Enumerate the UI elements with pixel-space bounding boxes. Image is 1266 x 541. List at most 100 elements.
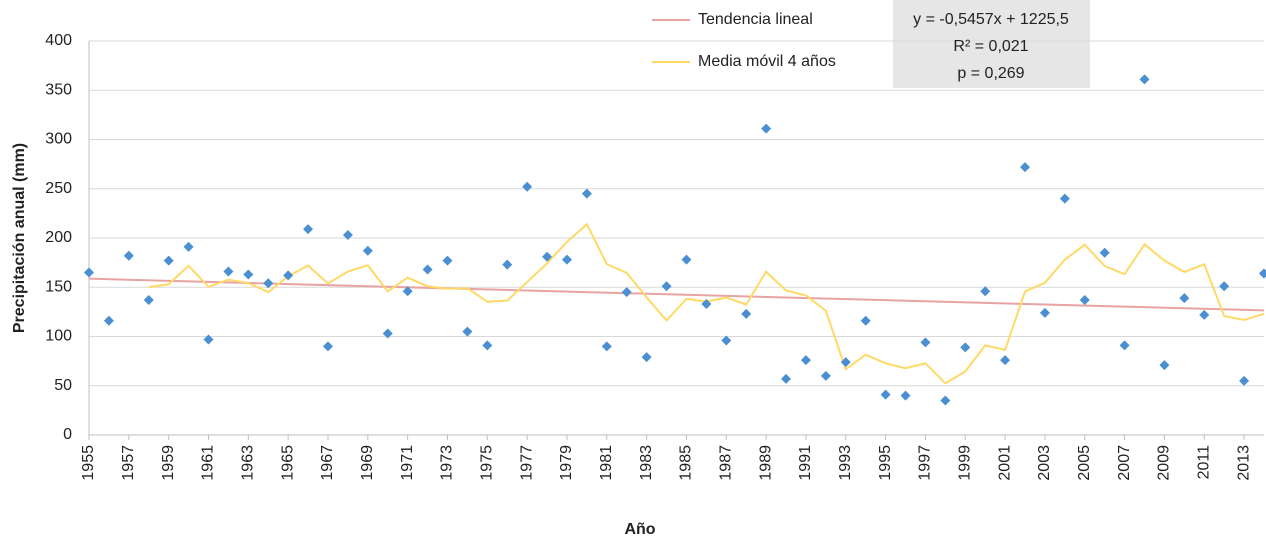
point	[1079, 295, 1090, 306]
x-tick-label: 1997	[917, 445, 934, 481]
x-tick-label: 1969	[359, 445, 376, 481]
annotation: p = 0,269	[957, 65, 1024, 82]
x-tick-label: 1973	[439, 445, 456, 481]
x-tick-label: 1985	[678, 445, 695, 481]
x-tick-label: 1959	[160, 445, 177, 481]
y-tick-label: 0	[63, 426, 72, 443]
x-axis-title: Año	[624, 521, 655, 538]
point	[362, 245, 373, 256]
annotation: R² = 0,021	[953, 38, 1028, 55]
x-tick-label: 1991	[797, 445, 814, 481]
y-tick-label: 400	[45, 32, 72, 49]
y-tick-label: 150	[45, 278, 72, 295]
legend-box	[643, 0, 883, 88]
annotation: y = -0,5457x + 1225,5	[913, 11, 1069, 28]
x-tick-label: 1967	[319, 445, 336, 481]
x-tick-label: 1971	[399, 445, 416, 481]
x-tick-label: 2005	[1076, 445, 1093, 481]
point	[1039, 307, 1050, 318]
point	[243, 269, 254, 280]
point	[283, 270, 294, 281]
point	[482, 340, 493, 351]
point	[522, 181, 533, 192]
point	[781, 373, 792, 384]
point	[183, 241, 194, 252]
point	[1119, 340, 1130, 351]
point	[263, 278, 274, 289]
point	[422, 264, 433, 275]
x-tick-label: 1957	[120, 445, 137, 481]
point	[840, 357, 851, 368]
point	[1199, 309, 1210, 320]
point	[1239, 375, 1250, 386]
point	[1099, 247, 1110, 258]
y-tick-label: 350	[45, 81, 72, 98]
point	[84, 267, 94, 278]
x-tick-label: 1981	[598, 445, 615, 481]
x-tick-label: 1961	[200, 445, 217, 481]
x-tick-label: 1963	[240, 445, 257, 481]
point	[621, 287, 632, 298]
x-tick-label: 1983	[638, 445, 655, 481]
point	[103, 315, 114, 326]
point	[502, 259, 513, 270]
x-tick-label: 2001	[996, 445, 1013, 481]
point	[1179, 293, 1190, 304]
y-axis-title: Precipitación anual (mm)	[11, 143, 28, 333]
x-tick-label: 1995	[877, 445, 894, 481]
y-tick-label: 100	[45, 328, 72, 345]
point	[163, 255, 174, 266]
x-tick-label: 2007	[1116, 445, 1133, 481]
x-tick-label: 1965	[279, 445, 296, 481]
point	[143, 295, 154, 306]
series-line	[88, 277, 1265, 312]
point	[1020, 162, 1031, 173]
x-tick-label: 1977	[518, 445, 535, 481]
y-tick-label: 200	[45, 229, 72, 246]
legend-label: Media móvil 4 años	[698, 53, 836, 70]
point	[860, 315, 871, 326]
point	[382, 328, 393, 339]
x-tick-label: 1993	[837, 445, 854, 481]
point	[960, 342, 971, 353]
point	[123, 250, 134, 261]
point	[1159, 360, 1170, 371]
point	[1059, 193, 1070, 204]
point	[303, 224, 314, 235]
x-tick-label: 1987	[718, 445, 735, 481]
point	[203, 334, 214, 345]
x-tick-label: 2013	[1235, 445, 1252, 481]
point	[442, 255, 453, 266]
point	[641, 352, 652, 363]
point	[661, 281, 672, 292]
point	[322, 341, 333, 352]
point	[721, 335, 732, 346]
point	[581, 188, 592, 199]
annotation-box	[893, 0, 1090, 88]
x-tick-label: 1979	[558, 445, 575, 481]
point	[601, 341, 612, 352]
point	[1259, 268, 1266, 279]
x-tick-label: 1999	[956, 445, 973, 481]
point	[980, 286, 991, 297]
point	[681, 254, 692, 265]
point	[342, 230, 353, 241]
x-tick-label: 2003	[1036, 445, 1053, 481]
point	[900, 390, 911, 401]
point	[1139, 74, 1150, 85]
x-tick-label: 1975	[479, 445, 496, 481]
legend-label: Tendencia lineal	[698, 11, 813, 28]
y-tick-label: 300	[45, 131, 72, 148]
x-tick-label: 1955	[80, 445, 97, 481]
point	[701, 298, 712, 309]
point	[761, 123, 772, 134]
point	[800, 355, 811, 366]
point	[880, 389, 891, 400]
point	[820, 370, 831, 381]
point	[402, 286, 413, 297]
point	[462, 326, 473, 337]
point	[741, 308, 752, 319]
y-tick-label: 250	[45, 180, 72, 197]
point	[223, 266, 234, 277]
